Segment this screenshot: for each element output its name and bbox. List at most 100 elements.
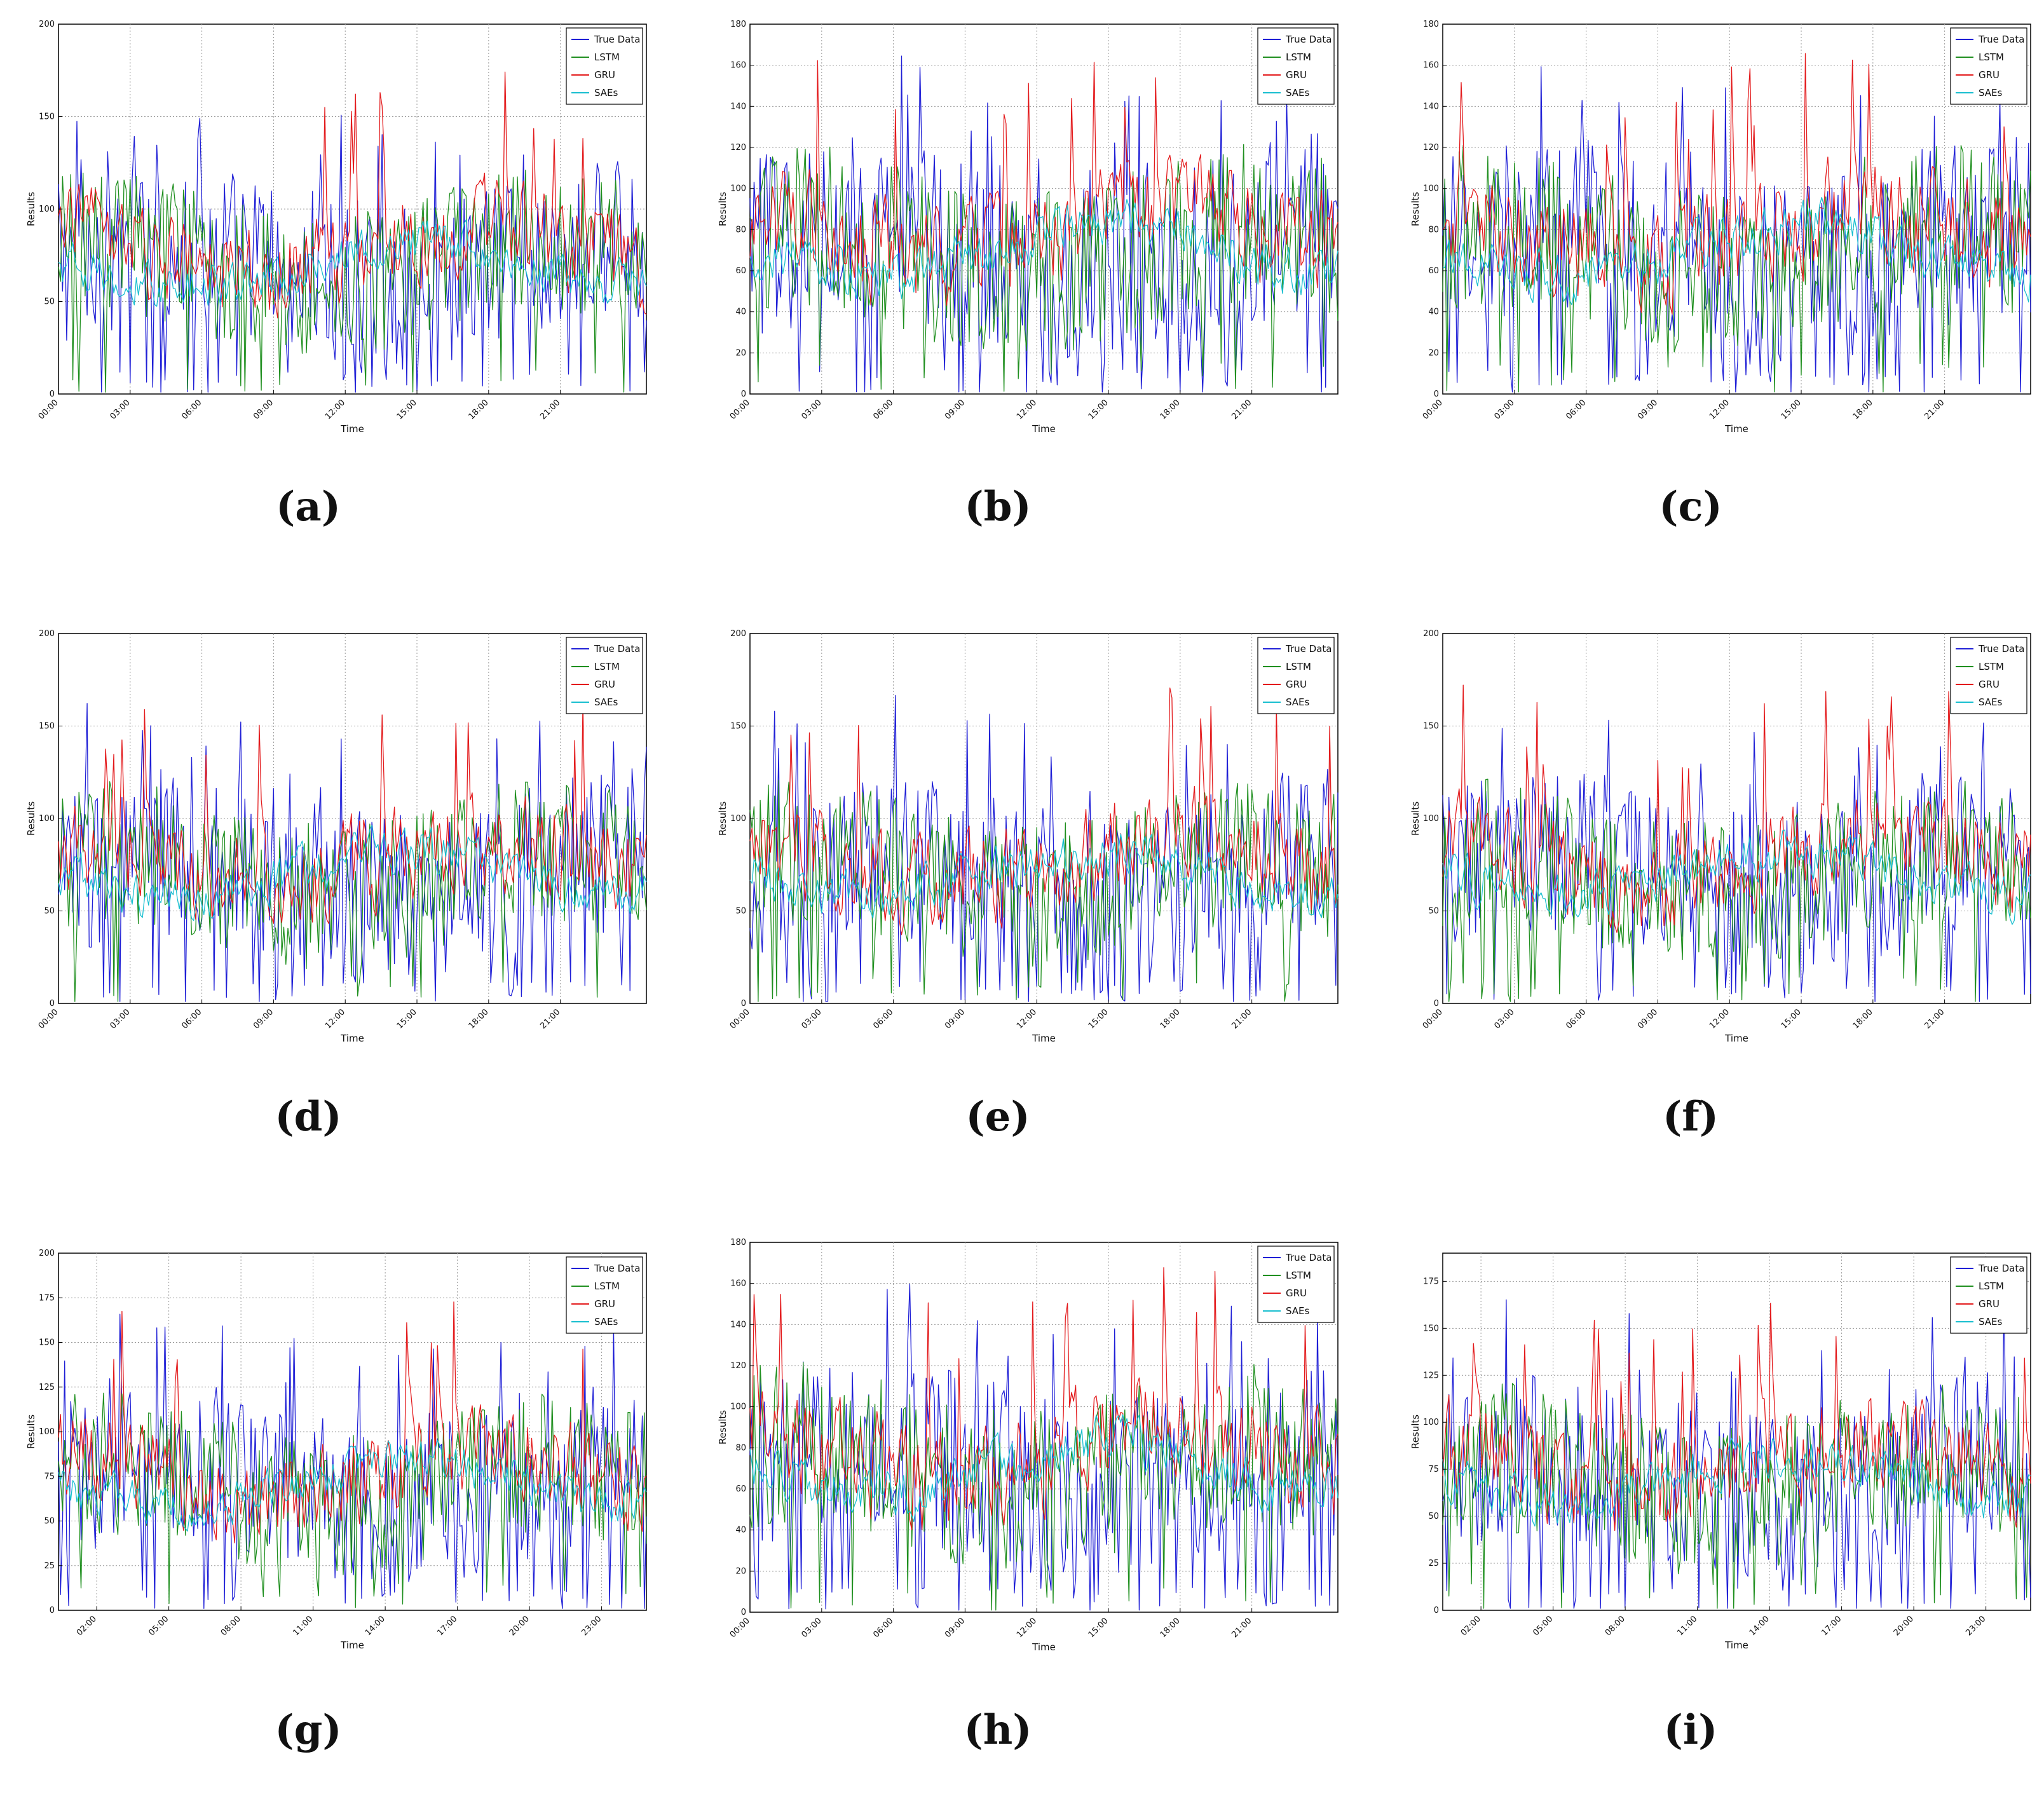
y-tick-label: 120 [1423,143,1439,153]
x-tick-label: 02:00 [75,1614,99,1638]
y-tick-label: 0 [741,1608,746,1617]
x-tick-label: 03:00 [109,398,132,421]
series-line-lstm [1442,1383,2031,1609]
legend-label: SAEs [594,696,618,708]
x-tick-label: 08:00 [219,1614,243,1638]
y-tick-label: 50 [44,297,55,307]
legend-label: LSTM [594,51,620,63]
legend-label: True Data [1285,1252,1332,1263]
x-tick-label: 15:00 [1780,398,1803,421]
x-tick-label: 18:00 [1159,1616,1182,1640]
x-tick-label: 21:00 [538,1007,562,1031]
legend-label: SAEs [1286,87,1310,98]
x-axis-label: Time [1032,1033,1056,1044]
x-tick-label: 15:00 [1780,1007,1803,1031]
series-line-gru [58,1301,647,1544]
x-tick-label: 15:00 [1087,1616,1110,1640]
x-tick-label: 06:00 [1564,398,1588,421]
x-tick-label: 20:00 [508,1614,531,1638]
x-tick-label: 23:00 [1964,1614,1987,1638]
y-tick-label: 120 [730,1361,746,1371]
x-tick-label: 11:00 [1675,1614,1699,1638]
x-tick-label: 18:00 [1159,1007,1182,1031]
y-tick-label: 175 [39,1293,55,1303]
legend-label: GRU [594,1298,615,1310]
x-tick-label: 18:00 [1851,398,1875,421]
y-tick-label: 140 [730,102,746,111]
y-tick-label: 180 [1423,20,1439,29]
x-tick-label: 06:00 [180,1007,203,1031]
x-axis-label: Time [1032,423,1056,435]
legend-label: LSTM [1979,661,2004,672]
series-line-saes [749,1414,1339,1523]
y-tick-label: 125 [39,1383,55,1392]
y-tick-label: 100 [730,184,746,194]
legend-label: True Data [1978,643,2024,655]
panel-caption-f: (f) [1662,1093,1719,1141]
legend-label: SAEs [1286,696,1310,708]
y-tick-label: 200 [39,629,55,639]
x-tick-label: 09:00 [252,398,275,421]
y-tick-label: 0 [50,999,55,1008]
x-tick-label: 00:00 [1421,1007,1445,1031]
x-tick-label: 12:00 [1708,1007,1731,1031]
y-tick-label: 50 [735,907,746,916]
series-line-saes [1442,1437,2031,1527]
series-line-lstm [749,1362,1339,1611]
legend-box [566,27,643,105]
x-tick-label: 03:00 [800,398,824,421]
x-tick-label: 18:00 [1851,1007,1875,1031]
panel-caption-e: (e) [965,1093,1030,1141]
x-tick-label: 09:00 [943,1007,967,1031]
panel-caption-g: (g) [275,1706,342,1754]
x-tick-label: 06:00 [1564,1007,1588,1031]
x-tick-label: 15:00 [395,398,419,421]
chart-svg-a: 0 50 100 150 200 00:00 03:00 06:00 09:00 12:00 15:… [25,20,647,435]
legend-label: GRU [1979,679,2000,690]
series-line-gru [58,700,647,925]
x-tick-label: 09:00 [943,398,967,421]
legend-label: LSTM [594,1280,620,1292]
y-tick-label: 50 [1428,1512,1439,1521]
legend-box [1950,637,2027,714]
x-tick-label: 18:00 [1159,398,1182,421]
plot-frame [1442,1253,2031,1611]
y-tick-label: 100 [39,205,55,214]
chart-panel-i: 0 25 50 75 100 125 150 175 02:00 05:00 08:00 11:00 1… [1405,1247,2031,1651]
series-line-saes [58,1440,647,1532]
legend-label: LSTM [1286,661,1311,672]
panel-caption-d: (d) [275,1093,342,1141]
series-line-lstm [749,144,1339,392]
y-axis-label: Results [1410,1415,1421,1449]
x-tick-label: 09:00 [252,1007,275,1031]
legend-box [1257,637,1335,714]
series-line-saes [1442,196,2031,306]
x-tick-label: 17:00 [1820,1614,1843,1638]
x-tick-label: 14:00 [364,1614,387,1638]
series-line-gru [1442,684,2031,933]
chart-panel-b: 0 20 40 60 80 100 120 140 160 180 00:00 03:00 06:00 0… [712,18,1339,435]
legend-label: GRU [594,69,615,81]
panel-caption-i: (i) [1663,1706,1718,1754]
series-line-true-data [1442,1286,2031,1609]
y-axis-label: Results [717,1410,728,1444]
legend-label: True Data [594,1263,640,1274]
chart-panel-f: 0 50 100 150 200 00:00 03:00 06:00 09:00 12:00 15:… [1405,627,2031,1044]
legend-label: SAEs [1979,1316,2003,1327]
y-tick-label: 50 [44,1517,55,1526]
y-tick-label: 100 [39,814,55,824]
y-tick-label: 100 [730,1402,746,1412]
series-line-true-data [58,1314,647,1609]
y-tick-label: 25 [1428,1559,1439,1568]
legend-label: True Data [1285,643,1332,655]
series-line-true-data [58,114,647,393]
y-tick-label: 75 [1428,1465,1439,1474]
x-tick-label: 12:00 [1015,398,1039,421]
x-tick-label: 09:00 [1636,1007,1659,1031]
y-tick-label: 60 [1428,266,1439,276]
panel-caption-b: (b) [964,483,1032,531]
legend-label: LSTM [594,661,620,672]
y-tick-label: 200 [39,1249,55,1258]
chart-svg-b: 0 20 40 60 80 100 120 140 160 180 00:00 03:00 06:00 0… [717,20,1339,435]
series-line-gru [749,1267,1339,1531]
